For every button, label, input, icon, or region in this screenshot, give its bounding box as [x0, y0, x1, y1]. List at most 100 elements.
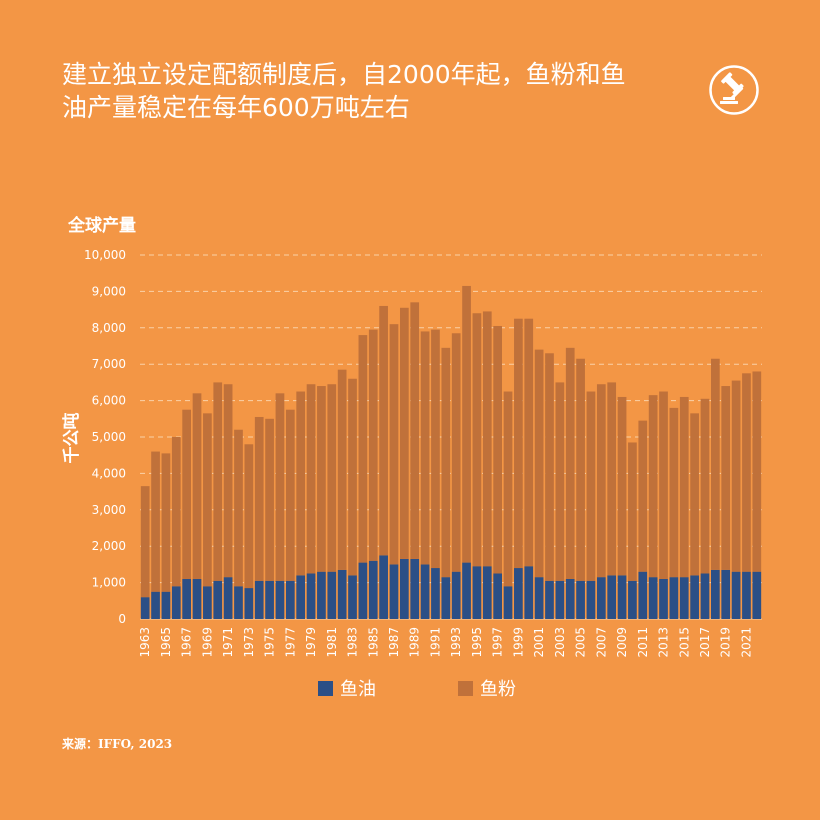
- y-axis-title: 全球产量: [67, 215, 136, 236]
- x-tick-label: 1965: [159, 627, 173, 658]
- legend-swatch: [458, 681, 473, 696]
- bar-fish-oil-2008: [607, 575, 617, 619]
- bar-fish-oil-2001: [534, 577, 544, 619]
- x-tick-label: 1989: [408, 627, 422, 658]
- bar-fish-meal-1994: [462, 285, 471, 563]
- bar-fish-meal-2002: [545, 353, 554, 581]
- bar-fish-oil-1981: [327, 571, 337, 619]
- x-tick-label: 1999: [511, 627, 525, 658]
- bar-fish-meal-1966: [171, 437, 181, 587]
- bar-fish-meal-1997: [493, 325, 503, 574]
- bar-fish-oil-1983: [348, 575, 357, 619]
- x-tick-label: 2015: [677, 627, 691, 658]
- bar-fish-meal-2019: [721, 386, 731, 570]
- bar-fish-oil-1988: [399, 558, 409, 619]
- bar-fish-oil-1969: [203, 586, 212, 619]
- bar-fish-oil-2014: [669, 577, 679, 619]
- bar-fish-meal-1983: [348, 378, 357, 576]
- x-tick-label: 2021: [739, 627, 753, 658]
- bar-fish-oil-2006: [586, 580, 596, 619]
- x-tick-label: 1967: [180, 627, 194, 658]
- bar-fish-meal-1992: [441, 347, 451, 578]
- bar-fish-oil-1977: [285, 580, 295, 619]
- x-tick-label: 1981: [325, 627, 339, 658]
- bar-fish-oil-1965: [161, 591, 171, 619]
- bar-fish-oil-2005: [576, 580, 585, 619]
- y-tick-label: 9,000: [92, 284, 126, 298]
- x-tick-label: 2007: [594, 627, 608, 658]
- title-line-1: 建立独立设定配额制度后，自2000年起，鱼粉和鱼: [62, 60, 626, 89]
- bar-fish-meal-1979: [306, 384, 316, 574]
- bar-fish-meal-1972: [234, 429, 243, 587]
- bar-fish-meal-2013: [659, 391, 668, 579]
- bar-fish-meal-1982: [337, 369, 347, 570]
- bar-fish-meal-1995: [472, 313, 482, 567]
- bar-fish-oil-1980: [317, 571, 326, 619]
- bar-fish-oil-1970: [213, 580, 223, 619]
- bar-fish-oil-1976: [275, 580, 285, 619]
- bar-fish-meal-2022: [752, 371, 762, 572]
- y-tick-label: 8,000: [92, 321, 126, 335]
- bar-fish-oil-1978: [296, 575, 306, 619]
- bar-fish-oil-2011: [638, 571, 648, 619]
- bar-fish-meal-2004: [565, 347, 575, 579]
- bar-fish-meal-1963: [140, 486, 150, 598]
- legend-label: 鱼粉: [480, 679, 516, 700]
- bar-fish-oil-2003: [555, 580, 565, 619]
- bar-fish-meal-2007: [596, 384, 606, 578]
- bar-fish-oil-1984: [358, 562, 368, 619]
- x-tick-label: 2011: [636, 627, 650, 658]
- bar-fish-oil-1966: [171, 586, 181, 619]
- bar-fish-oil-2021: [742, 571, 751, 619]
- y-tick-label: 10,000: [84, 248, 126, 262]
- bar-fish-oil-1990: [420, 564, 430, 619]
- x-tick-label: 2019: [719, 627, 733, 658]
- bar-fish-meal-1986: [379, 305, 388, 556]
- bar-fish-oil-2020: [731, 571, 741, 619]
- bar-fish-meal-2001: [534, 349, 544, 578]
- bar-fish-meal-2016: [690, 413, 699, 576]
- bar-fish-oil-1998: [503, 586, 513, 619]
- y-tick-label: 7,000: [92, 357, 126, 371]
- bar-fish-meal-2000: [524, 318, 534, 567]
- bar-fish-meal-2008: [607, 382, 617, 576]
- x-tick-label: 1979: [304, 627, 318, 658]
- bar-fish-meal-1969: [203, 413, 212, 587]
- bar-fish-meal-1964: [151, 451, 160, 592]
- bar-fish-oil-1996: [482, 566, 492, 619]
- bar-fish-meal-2011: [638, 420, 648, 572]
- bar-fish-meal-1991: [431, 329, 440, 569]
- y-tick-label: 6,000: [92, 394, 126, 408]
- x-tick-label: 1985: [366, 627, 380, 658]
- bar-fish-oil-2010: [628, 580, 637, 619]
- bar-fish-meal-1967: [182, 409, 192, 579]
- bar-fish-oil-1985: [368, 560, 378, 619]
- x-tick-label: 1993: [449, 627, 463, 658]
- bar-fish-oil-1979: [306, 573, 316, 619]
- x-tick-label: 1995: [470, 627, 484, 658]
- x-tick-label: 1977: [283, 627, 297, 658]
- bar-fish-meal-1999: [514, 318, 523, 569]
- bar-fish-oil-1971: [223, 577, 233, 619]
- bar-fish-meal-1981: [327, 384, 337, 572]
- bar-fish-oil-1972: [234, 586, 243, 619]
- bar-fish-oil-1993: [451, 571, 461, 619]
- bar-fish-meal-1973: [244, 444, 254, 589]
- x-tick-label: 1971: [221, 627, 235, 658]
- bar-fish-meal-1974: [254, 416, 264, 581]
- bar-fish-meal-1968: [192, 393, 202, 579]
- bar-fish-oil-1997: [493, 573, 503, 619]
- bar-fish-meal-1984: [358, 335, 368, 563]
- bar-fish-meal-1985: [368, 329, 378, 561]
- bar-fish-meal-1978: [296, 391, 306, 576]
- bar-fish-meal-1970: [213, 382, 223, 581]
- bar-fish-meal-2014: [669, 407, 679, 578]
- x-tick-label: 1963: [138, 627, 152, 658]
- bar-fish-meal-1980: [317, 386, 326, 572]
- x-tick-label: 2001: [532, 627, 546, 658]
- legend-swatch: [318, 681, 333, 696]
- x-tick-label: 1987: [387, 627, 401, 658]
- x-tick-label: 1975: [263, 627, 277, 658]
- bar-fish-oil-1975: [265, 580, 274, 619]
